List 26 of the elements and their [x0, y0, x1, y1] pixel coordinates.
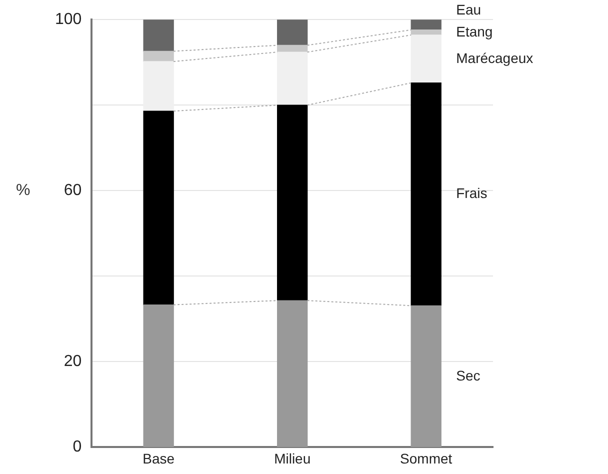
- series-label: Eau: [456, 1, 482, 18]
- bar: [143, 20, 174, 52]
- series-label: Sec: [456, 367, 480, 384]
- series-label: Etang: [456, 23, 493, 40]
- y-axis-title: %: [16, 182, 30, 200]
- bar: [277, 52, 308, 106]
- bar: [277, 20, 308, 46]
- bar: [410, 82, 442, 306]
- bar: [143, 110, 174, 306]
- y-tick-label: 60: [64, 182, 82, 200]
- y-tick-label: 20: [64, 353, 82, 370]
- bar: [410, 305, 442, 448]
- bar: [143, 61, 174, 112]
- x-tick-label: Base: [142, 450, 175, 466]
- series-label: Frais: [456, 185, 488, 202]
- y-tick-label: 0: [72, 438, 82, 456]
- x-tick-label: Sommet: [400, 450, 452, 466]
- y-tick-label: 100: [54, 11, 82, 28]
- bar: [143, 304, 174, 448]
- bar: [143, 50, 174, 62]
- series-label: Marécageux: [456, 50, 534, 66]
- bar: [277, 104, 308, 301]
- bar: [277, 44, 308, 52]
- bar: [277, 300, 308, 448]
- x-tick-label: Milieu: [274, 450, 311, 466]
- bar: [410, 34, 442, 84]
